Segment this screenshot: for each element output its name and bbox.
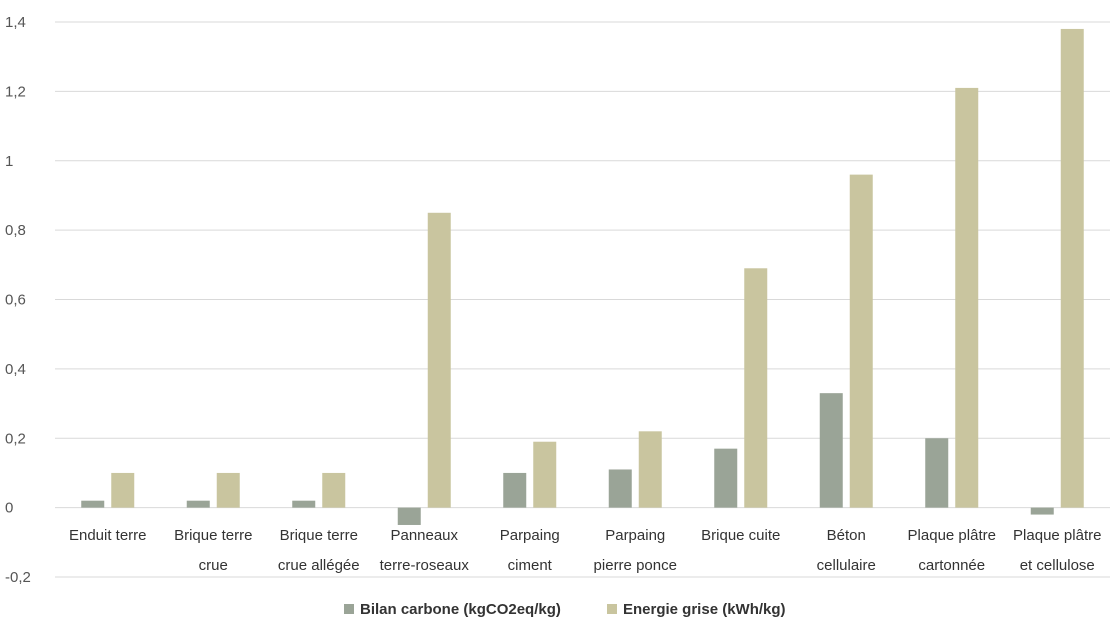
y-tick-label: 0,4 [5, 361, 26, 378]
y-tick-label: 0,8 [5, 222, 26, 239]
y-tick-label: 0 [5, 500, 13, 517]
bar-bilan-carbone [1030, 507, 1054, 515]
legend-label: Energie grise (kWh/kg) [623, 601, 786, 618]
legend-swatch [344, 604, 354, 614]
y-tick-label: 1 [5, 153, 13, 170]
bar-energie-grise [533, 441, 557, 508]
x-tick-label: Plaque plâtre [1013, 527, 1101, 544]
bar-energie-grise [427, 212, 451, 508]
x-tick-label: crue [199, 557, 228, 574]
x-tick-label: Panneaux [390, 527, 458, 544]
x-tick-label: ciment [508, 557, 553, 574]
x-tick-label: cartonnée [918, 557, 985, 574]
y-tick-label: 0,6 [5, 292, 26, 309]
bar-bilan-carbone [925, 438, 949, 508]
bar-bilan-carbone [819, 393, 843, 508]
bar-energie-grise [216, 472, 240, 508]
bar-bilan-carbone [608, 469, 632, 508]
x-tick-label: Brique cuite [701, 527, 780, 544]
bar-energie-grise [1060, 28, 1084, 508]
y-tick-label: 0,2 [5, 430, 26, 447]
bars [81, 28, 1084, 525]
bar-bilan-carbone [292, 500, 316, 508]
y-axis-ticks: -0,2 0 0,2 0,4 0,6 0,8 1 1,2 1,4 [5, 14, 31, 586]
gridlines [55, 21, 1110, 578]
x-tick-label: Brique terre [174, 527, 252, 544]
x-tick-label: crue allégée [278, 557, 360, 574]
y-tick-label: 1,4 [5, 14, 26, 31]
legend-swatch [607, 604, 617, 614]
x-tick-label: pierre ponce [594, 557, 677, 574]
bar-energie-grise [111, 472, 135, 508]
y-tick-label: 1,2 [5, 83, 26, 100]
bar-bilan-carbone [81, 500, 105, 508]
bar-bilan-carbone [397, 507, 421, 525]
bar-energie-grise [955, 87, 979, 508]
bar-energie-grise [744, 268, 768, 508]
x-tick-label: Béton [827, 527, 866, 544]
x-tick-label: Parpaing [500, 527, 560, 544]
x-tick-label: terre-roseaux [380, 557, 470, 574]
legend: Bilan carbone (kgCO2eq/kg) Energie grise … [344, 601, 786, 618]
x-tick-label: Parpaing [605, 527, 665, 544]
bar-energie-grise [638, 431, 662, 508]
bar-energie-grise [322, 472, 346, 508]
bar-bilan-carbone [714, 448, 738, 508]
x-tick-label: et cellulose [1020, 557, 1095, 574]
x-tick-label: Brique terre [280, 527, 358, 544]
bar-bilan-carbone [503, 472, 527, 508]
x-axis-labels: Enduit terre Brique terre crue Brique terre… [69, 527, 1101, 574]
y-tick-label: -0,2 [5, 569, 31, 586]
bar-energie-grise [849, 174, 873, 508]
x-tick-label: Plaque plâtre [908, 527, 996, 544]
x-tick-label: cellulaire [817, 557, 876, 574]
bar-bilan-carbone [186, 500, 210, 508]
legend-label: Bilan carbone (kgCO2eq/kg) [360, 601, 561, 618]
x-tick-label: Enduit terre [69, 527, 147, 544]
